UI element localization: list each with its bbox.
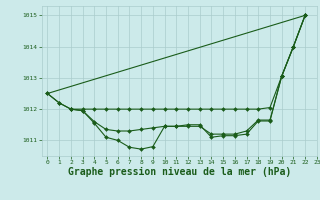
X-axis label: Graphe pression niveau de la mer (hPa): Graphe pression niveau de la mer (hPa) bbox=[68, 167, 291, 177]
